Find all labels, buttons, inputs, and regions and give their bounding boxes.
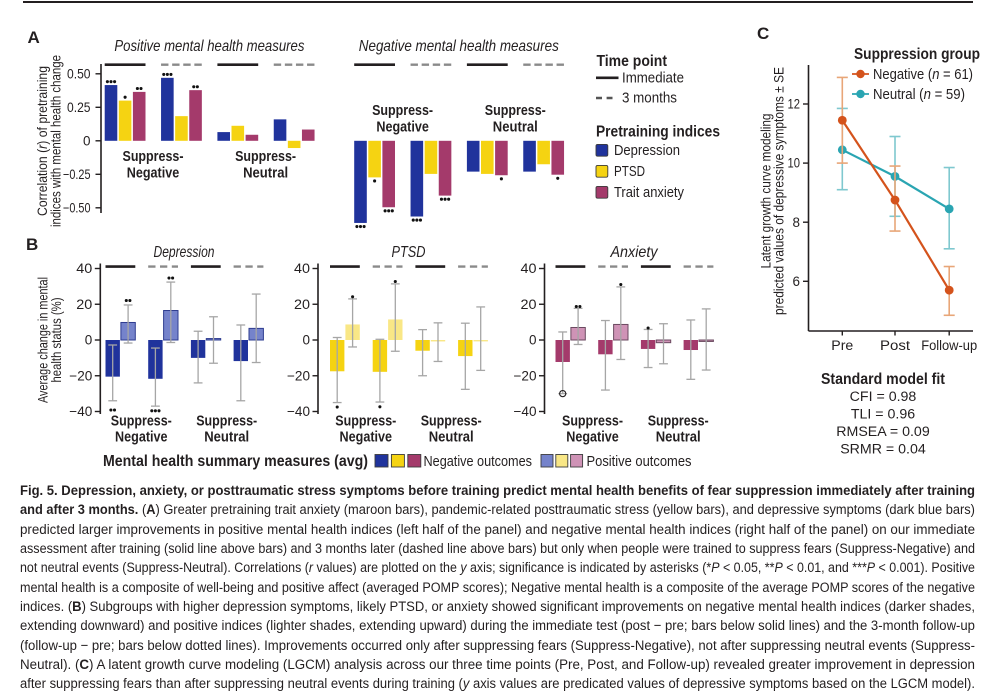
svg-text:0: 0 <box>529 333 537 348</box>
svg-text:3 months: 3 months <box>622 91 677 107</box>
svg-text:−0.25: −0.25 <box>63 167 91 182</box>
svg-text:Standard model fit: Standard model fit <box>821 371 946 388</box>
svg-text:0.50: 0.50 <box>67 66 91 81</box>
svg-text:Neutral: Neutral <box>656 429 701 446</box>
svg-text:Negative: Negative <box>376 119 429 136</box>
svg-text:Follow-up: Follow-up <box>921 338 977 354</box>
svg-text:Suppression group: Suppression group <box>854 46 980 63</box>
svg-text:Neutral: Neutral <box>493 119 538 136</box>
svg-text:TLI = 0.96: TLI = 0.96 <box>851 407 915 423</box>
svg-text:indices with mental health cha: indices with mental health change <box>49 55 64 227</box>
svg-text:0.25: 0.25 <box>67 100 91 115</box>
svg-text:Depression: Depression <box>614 143 680 159</box>
svg-text:Suppress-: Suppress- <box>111 413 172 430</box>
svg-text:0: 0 <box>83 133 91 148</box>
svg-text:Neutral (n = 59): Neutral (n = 59) <box>873 87 965 103</box>
svg-text:6: 6 <box>793 274 801 289</box>
svg-text:Mental health summary measures: Mental health summary measures (avg) <box>103 453 368 470</box>
svg-text:Post: Post <box>880 338 910 354</box>
svg-text:Anxiety: Anxiety <box>610 244 659 261</box>
svg-text:−40: −40 <box>69 404 92 419</box>
svg-text:8: 8 <box>793 215 801 230</box>
svg-text:Suppress-: Suppress- <box>235 148 296 165</box>
svg-text:Neutral: Neutral <box>204 429 249 446</box>
svg-text:20: 20 <box>294 297 310 312</box>
svg-text:Suppress-: Suppress- <box>648 413 709 430</box>
svg-text:Positive mental health measure: Positive mental health measures <box>114 38 304 55</box>
svg-text:12: 12 <box>788 97 801 112</box>
svg-text:20: 20 <box>76 297 92 312</box>
svg-text:Negative: Negative <box>340 429 393 446</box>
svg-text:Suppress-: Suppress- <box>372 102 433 119</box>
svg-text:health status (%): health status (%) <box>49 298 64 383</box>
svg-text:0: 0 <box>85 333 93 348</box>
svg-text:Pre: Pre <box>831 338 853 354</box>
svg-text:Depression: Depression <box>154 244 215 261</box>
svg-text:Suppress-: Suppress- <box>421 413 482 430</box>
svg-text:−40: −40 <box>287 404 310 419</box>
svg-text:−0.50: −0.50 <box>63 200 91 215</box>
svg-text:C: C <box>757 24 769 43</box>
svg-text:Pretraining indices: Pretraining indices <box>596 124 720 141</box>
svg-text:Suppress-: Suppress- <box>485 102 546 119</box>
svg-text:Latent growth curve modeling: Latent growth curve modeling <box>759 114 774 269</box>
svg-text:Negative mental health measure: Negative mental health measures <box>359 38 559 55</box>
svg-text:Negative: Negative <box>566 429 619 446</box>
svg-text:Trait anxiety: Trait anxiety <box>614 185 685 201</box>
svg-text:B: B <box>26 235 38 254</box>
svg-text:−40: −40 <box>514 404 537 419</box>
svg-text:10: 10 <box>788 156 801 171</box>
svg-text:Negative outcomes: Negative outcomes <box>424 454 533 470</box>
svg-text:Average change in mental: Average change in mental <box>36 277 51 403</box>
svg-text:−20: −20 <box>69 368 92 383</box>
svg-text:Negative (n = 61): Negative (n = 61) <box>873 67 973 83</box>
svg-text:Immediate: Immediate <box>622 71 684 87</box>
svg-text:Suppress-: Suppress- <box>196 413 257 430</box>
svg-text:Neutral: Neutral <box>243 165 288 182</box>
svg-text:A: A <box>28 28 40 47</box>
svg-text:Suppress-: Suppress- <box>562 413 623 430</box>
svg-text:Correlation (r) of pretraining: Correlation (r) of pretraining <box>35 66 50 216</box>
svg-text:40: 40 <box>521 261 537 276</box>
svg-text:Neutral: Neutral <box>429 429 474 446</box>
svg-text:−20: −20 <box>287 368 310 383</box>
svg-text:Negative: Negative <box>127 165 180 182</box>
svg-text:predicted values of depressive: predicted values of depressive symptoms … <box>772 67 787 315</box>
svg-text:Suppress-: Suppress- <box>123 148 184 165</box>
svg-text:CFI = 0.98: CFI = 0.98 <box>850 389 917 405</box>
svg-text:Suppress-: Suppress- <box>335 413 396 430</box>
svg-text:PTSD: PTSD <box>614 164 645 180</box>
svg-text:40: 40 <box>76 261 92 276</box>
svg-text:Negative: Negative <box>115 429 168 446</box>
svg-text:40: 40 <box>294 261 310 276</box>
svg-text:Time point: Time point <box>597 53 668 70</box>
svg-text:RMSEA = 0.09: RMSEA = 0.09 <box>836 424 930 440</box>
svg-text:0: 0 <box>303 333 311 348</box>
svg-text:−20: −20 <box>514 368 537 383</box>
svg-text:SRMR = 0.04: SRMR = 0.04 <box>840 442 926 458</box>
svg-text:Positive outcomes: Positive outcomes <box>587 454 692 470</box>
svg-text:PTSD: PTSD <box>392 244 426 261</box>
svg-text:20: 20 <box>521 297 537 312</box>
